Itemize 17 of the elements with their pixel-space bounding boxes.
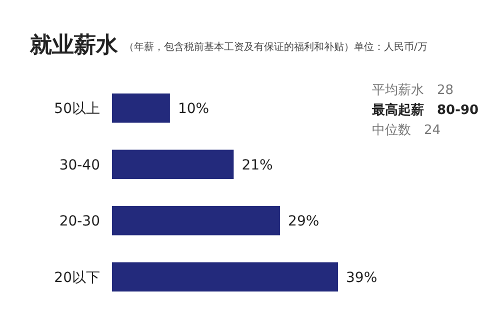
y-tick-label: 50以上 (54, 101, 100, 118)
data-label: 39% (346, 270, 378, 286)
y-tick-label: 20-30 (59, 214, 100, 230)
bar (112, 206, 280, 236)
y-tick-label: 20以下 (54, 270, 100, 286)
bar (112, 150, 234, 179)
data-label: 29% (288, 214, 320, 230)
bar (112, 94, 170, 123)
chart-title: 就业薪水 (29, 33, 119, 58)
text: 平均薪水 28 (372, 83, 454, 98)
bar (112, 262, 338, 292)
text: 中位数 24 (372, 123, 441, 138)
data-label: 10% (178, 101, 210, 118)
chart-subtitle: （年薪，包含税前基本工资及有保证的福利和补贴）单位：人民币/万 (124, 41, 428, 53)
text: 最高起薪 80-90 (371, 102, 479, 118)
y-tick-label: 30-40 (59, 157, 100, 174)
data-label: 21% (242, 157, 273, 174)
